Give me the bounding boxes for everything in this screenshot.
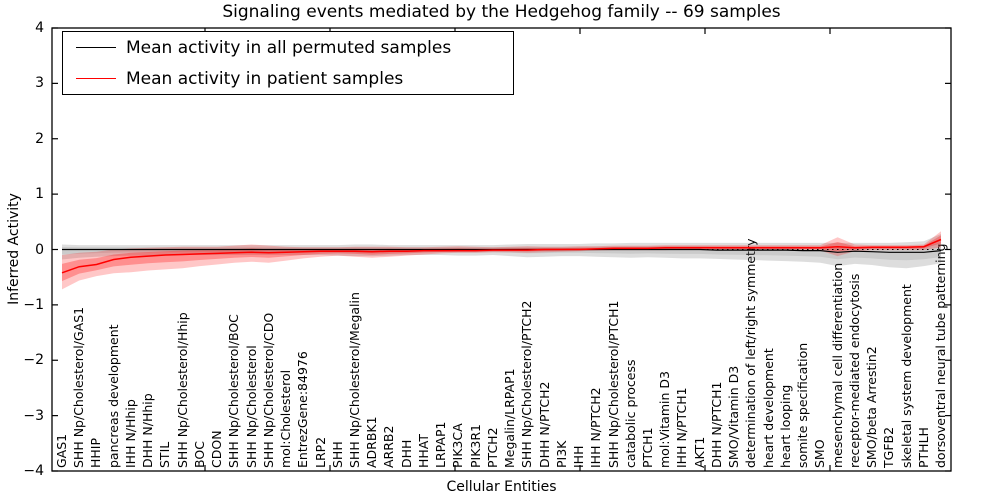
x-tick-label: SHH Np/Cholesterol [243,345,259,468]
y-tick-label: −3 [23,407,44,424]
x-tick-label: ARRB2 [381,425,397,468]
x-tick-label: ADRBK1 [364,416,380,468]
x-tick-label: IHH N/Hhip [122,399,138,468]
y-tick-label: 0 [35,241,44,258]
chart-title: Signaling events mediated by the Hedgeho… [222,2,781,22]
x-tick-label: HHIP [88,437,104,468]
patient-line-swatch-icon [76,78,116,79]
y-tick-label: 4 [35,20,44,36]
x-tick-label: DHH N/Hhip [140,393,156,468]
x-tick-label: PTCH2 [484,427,500,468]
x-tick-label: HHAT [415,433,431,468]
x-tick-label: EntrezGene:84976 [295,351,311,468]
x-tick-label: LRPAP1 [433,421,449,468]
x-tick-label: heart development [760,348,776,468]
x-axis-label: Cellular Entities [446,479,557,495]
y-tick-label: 2 [35,130,44,147]
x-tick-label: DHH [398,439,414,468]
x-tick-label: somite specification [795,342,811,468]
y-tick-label: 1 [35,186,44,203]
x-tick-label: SMO/beta Arrestin2 [864,346,880,468]
x-tick-label: skeletal system development [898,284,914,468]
x-tick-label: PIK3CA [450,423,466,468]
x-tick-label: SHH Np/Cholesterol/BOC [226,314,242,468]
x-tick-label: PIK3R1 [467,423,483,468]
y-tick-label: −1 [23,296,44,313]
permuted-line-swatch-icon [76,47,116,48]
x-tick-label: STIL [157,441,173,468]
x-tick-label: SHH Np/Cholesterol/Hhip [174,312,190,468]
x-tick-label: GAS1 [54,433,69,468]
x-tick-label: SHH [329,441,345,468]
legend-item-permuted: Mean activity in all permuted samples [63,34,513,62]
x-tick-label: SHH Np/Cholesterol/PTCH1 [605,300,621,469]
x-tick-label: TGFB2 [881,426,897,468]
x-tick-label: LRP2 [312,436,328,468]
x-tick-label: DHH N/PTCH2 [536,381,552,468]
y-tick-label: −4 [23,463,44,479]
x-tick-label: DHH N/PTCH1 [708,381,724,468]
x-tick-label: determination of left/right symmetry [743,238,759,469]
x-tick-label: mol:Vitamin D3 [657,371,673,468]
legend-label-patient: Mean activity in patient samples [126,68,404,89]
legend-label-permuted: Mean activity in all permuted samples [126,37,452,58]
x-tick-label: pancreas development [105,324,121,468]
x-tick-label: Megalin/LRPAP1 [502,368,518,468]
x-tick-label: SHH Np/Cholesterol/GAS1 [71,306,87,468]
x-tick-label: SMO [812,439,828,468]
x-tick-label: SHH Np/Cholesterol/Megalin [347,292,362,468]
x-tick-label: SHH Np/Cholesterol/PTCH2 [519,300,535,469]
legend: Mean activity in all permuted samples Me… [62,31,514,95]
x-tick-label: dorsoventral neural tube patterning [933,243,948,469]
x-tick-label: CDON [209,430,225,468]
y-tick-label: 3 [35,75,44,92]
x-tick-label: mesenchymal cell differentiation [829,262,845,468]
x-tick-label: PTHLH [915,427,931,468]
y-tick-label: −2 [23,352,44,369]
x-tick-label: PTCH1 [640,427,655,468]
x-tick-label: IHH N/PTCH1 [674,387,690,468]
x-tick-label: catabolic process [622,359,638,468]
x-tick-label: SHH Np/Cholesterol/CDO [260,312,276,468]
legend-item-patient: Mean activity in patient samples [63,65,513,93]
x-tick-label: IHH N/PTCH2 [588,387,604,468]
x-tick-label: BOC [191,441,207,468]
x-tick-label: IHH [571,445,587,469]
x-tick-label: AKT1 [691,436,707,468]
x-tick-label: mol:Cholesterol [278,369,294,468]
x-tick-label: SMO/Vitamin D3 [726,365,742,468]
x-tick-label: PI3K [553,440,569,468]
x-tick-label: heart looping [777,384,793,468]
x-tick-label: receptor-mediated endocytosis [846,273,862,468]
